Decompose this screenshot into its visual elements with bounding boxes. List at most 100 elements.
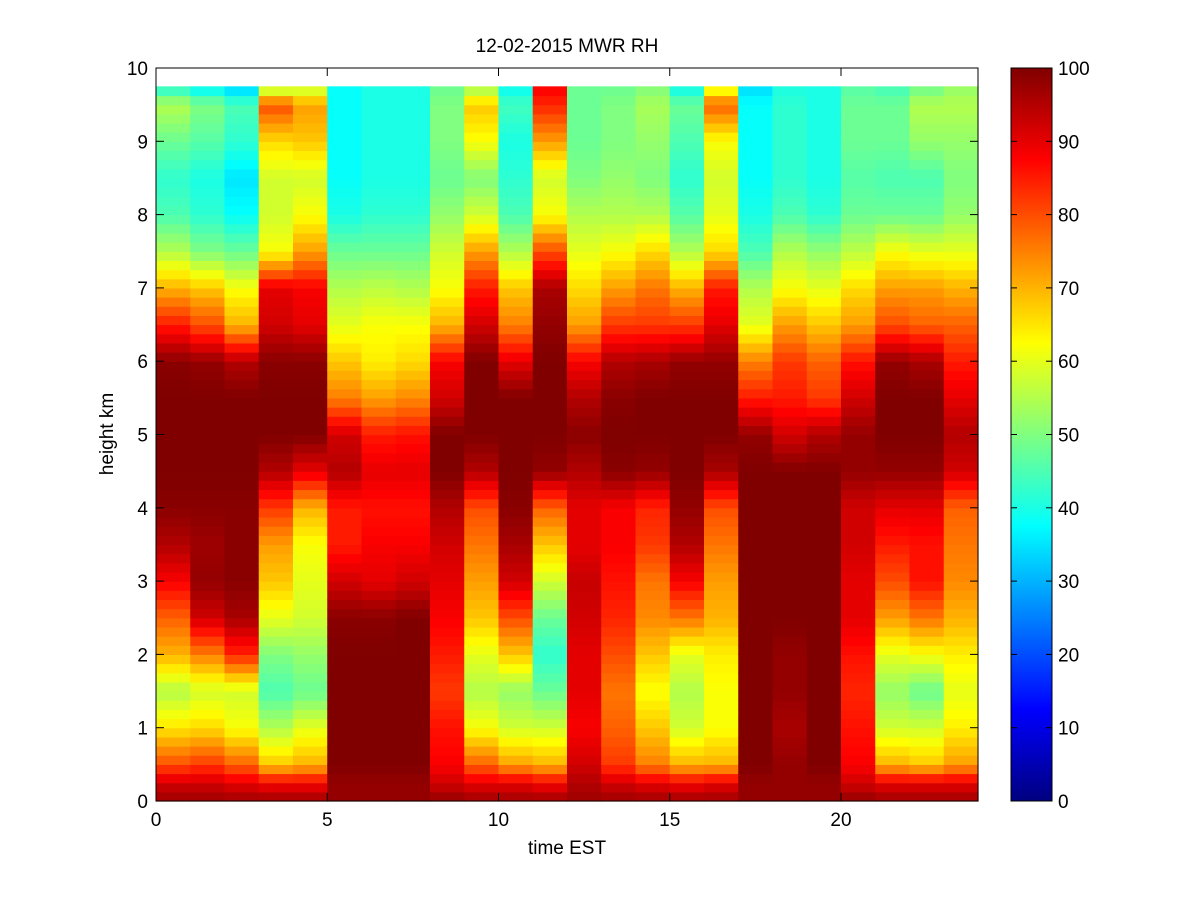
heatmap-cell	[875, 544, 911, 555]
heatmap-cell	[156, 205, 191, 216]
heatmap-cell	[327, 471, 363, 481]
heatmap-cell	[738, 150, 774, 161]
heatmap-cell	[841, 159, 876, 170]
heatmap-cell	[669, 526, 705, 536]
heatmap-cell	[156, 269, 191, 280]
heatmap-cell	[841, 425, 876, 436]
heatmap-cell	[567, 654, 602, 665]
heatmap-cell	[430, 205, 465, 216]
heatmap-cell	[327, 315, 363, 326]
heatmap-cell	[293, 498, 328, 509]
heatmap-cell	[156, 480, 191, 491]
heatmap-cell	[498, 242, 534, 252]
heatmap-cell	[567, 645, 602, 655]
heatmap-cell	[704, 645, 739, 655]
heatmap-cell	[669, 306, 705, 316]
heatmap-cell	[567, 507, 602, 518]
heatmap-cell	[156, 150, 191, 161]
heatmap-cell	[293, 571, 328, 582]
heatmap-cell	[738, 791, 774, 802]
heatmap-cell	[806, 489, 842, 500]
heatmap-cell	[909, 626, 945, 637]
heatmap-cell	[875, 122, 911, 133]
heatmap-cell	[909, 691, 945, 701]
heatmap-cell	[875, 443, 911, 454]
heatmap-cell	[156, 516, 191, 527]
heatmap-cell	[430, 370, 465, 381]
heatmap-cell	[430, 251, 465, 262]
heatmap-cell	[806, 342, 842, 353]
heatmap-cell	[258, 196, 294, 207]
heatmap-cell	[532, 691, 568, 701]
heatmap-cell	[669, 370, 705, 381]
heatmap-cell	[430, 132, 465, 142]
heatmap-cell	[190, 324, 226, 335]
heatmap-cell	[772, 672, 808, 683]
heatmap-cell	[601, 553, 637, 564]
heatmap-cell	[498, 746, 534, 756]
heatmap-cell	[224, 434, 260, 445]
heatmap-cell	[875, 709, 911, 720]
heatmap-cell	[532, 535, 568, 546]
heatmap-cell	[772, 571, 808, 582]
heatmap-cell	[772, 498, 808, 509]
heatmap-cell	[635, 278, 671, 289]
heatmap-cell	[806, 480, 842, 491]
heatmap-cell	[293, 269, 328, 280]
heatmap-cell	[875, 177, 911, 188]
heatmap-cell	[806, 681, 842, 692]
heatmap-cell	[532, 434, 568, 445]
heatmap-cell	[943, 397, 979, 408]
heatmap-cell	[327, 214, 363, 225]
heatmap-cell	[772, 260, 808, 271]
heatmap-cell	[635, 416, 671, 426]
heatmap-cell	[293, 122, 328, 133]
heatmap-cell	[258, 773, 294, 784]
heatmap-cell	[772, 306, 808, 316]
heatmap-cell	[943, 205, 979, 216]
heatmap-cell	[395, 718, 431, 729]
heatmap-cell	[567, 782, 602, 793]
heatmap-cell	[293, 104, 328, 115]
heatmap-cell	[635, 370, 671, 381]
heatmap-cell	[532, 654, 568, 665]
heatmap-cell	[293, 223, 328, 234]
heatmap-cell	[669, 471, 705, 481]
heatmap-cell	[498, 132, 534, 142]
heatmap-cell	[738, 425, 774, 436]
heatmap-cell	[498, 461, 534, 472]
heatmap-cell	[464, 132, 500, 142]
heatmap-cell	[224, 654, 260, 665]
heatmap-cell	[430, 278, 465, 289]
heatmap-cell	[669, 223, 705, 234]
heatmap-cell	[704, 626, 739, 637]
heatmap-cell	[293, 260, 328, 271]
heatmap-cell	[293, 471, 328, 481]
heatmap-cell	[361, 297, 397, 307]
heatmap-cell	[875, 764, 911, 775]
heatmap-cell	[738, 727, 774, 738]
heatmap-cell	[841, 251, 876, 262]
heatmap-cell	[738, 260, 774, 271]
heatmap-cell	[395, 727, 431, 738]
heatmap-cell	[875, 297, 911, 307]
heatmap-cell	[430, 223, 465, 234]
heatmap-cell	[909, 434, 945, 445]
heatmap-cell	[772, 562, 808, 573]
heatmap-cell	[464, 232, 500, 243]
heatmap-cell	[224, 150, 260, 161]
heatmap-cell	[464, 214, 500, 225]
heatmap-cell	[772, 397, 808, 408]
heatmap-cell	[669, 187, 705, 197]
heatmap-cell	[704, 636, 739, 646]
heatmap-cell	[669, 773, 705, 784]
heatmap-cell	[258, 434, 294, 445]
heatmap-cell	[395, 379, 431, 390]
heatmap-cell	[738, 599, 774, 610]
heatmap-cell	[669, 232, 705, 243]
heatmap-cell	[532, 608, 568, 619]
heatmap-cell	[704, 590, 739, 601]
heatmap-cell	[190, 242, 226, 252]
heatmap-cell	[498, 791, 534, 802]
heatmap-cell	[395, 370, 431, 381]
